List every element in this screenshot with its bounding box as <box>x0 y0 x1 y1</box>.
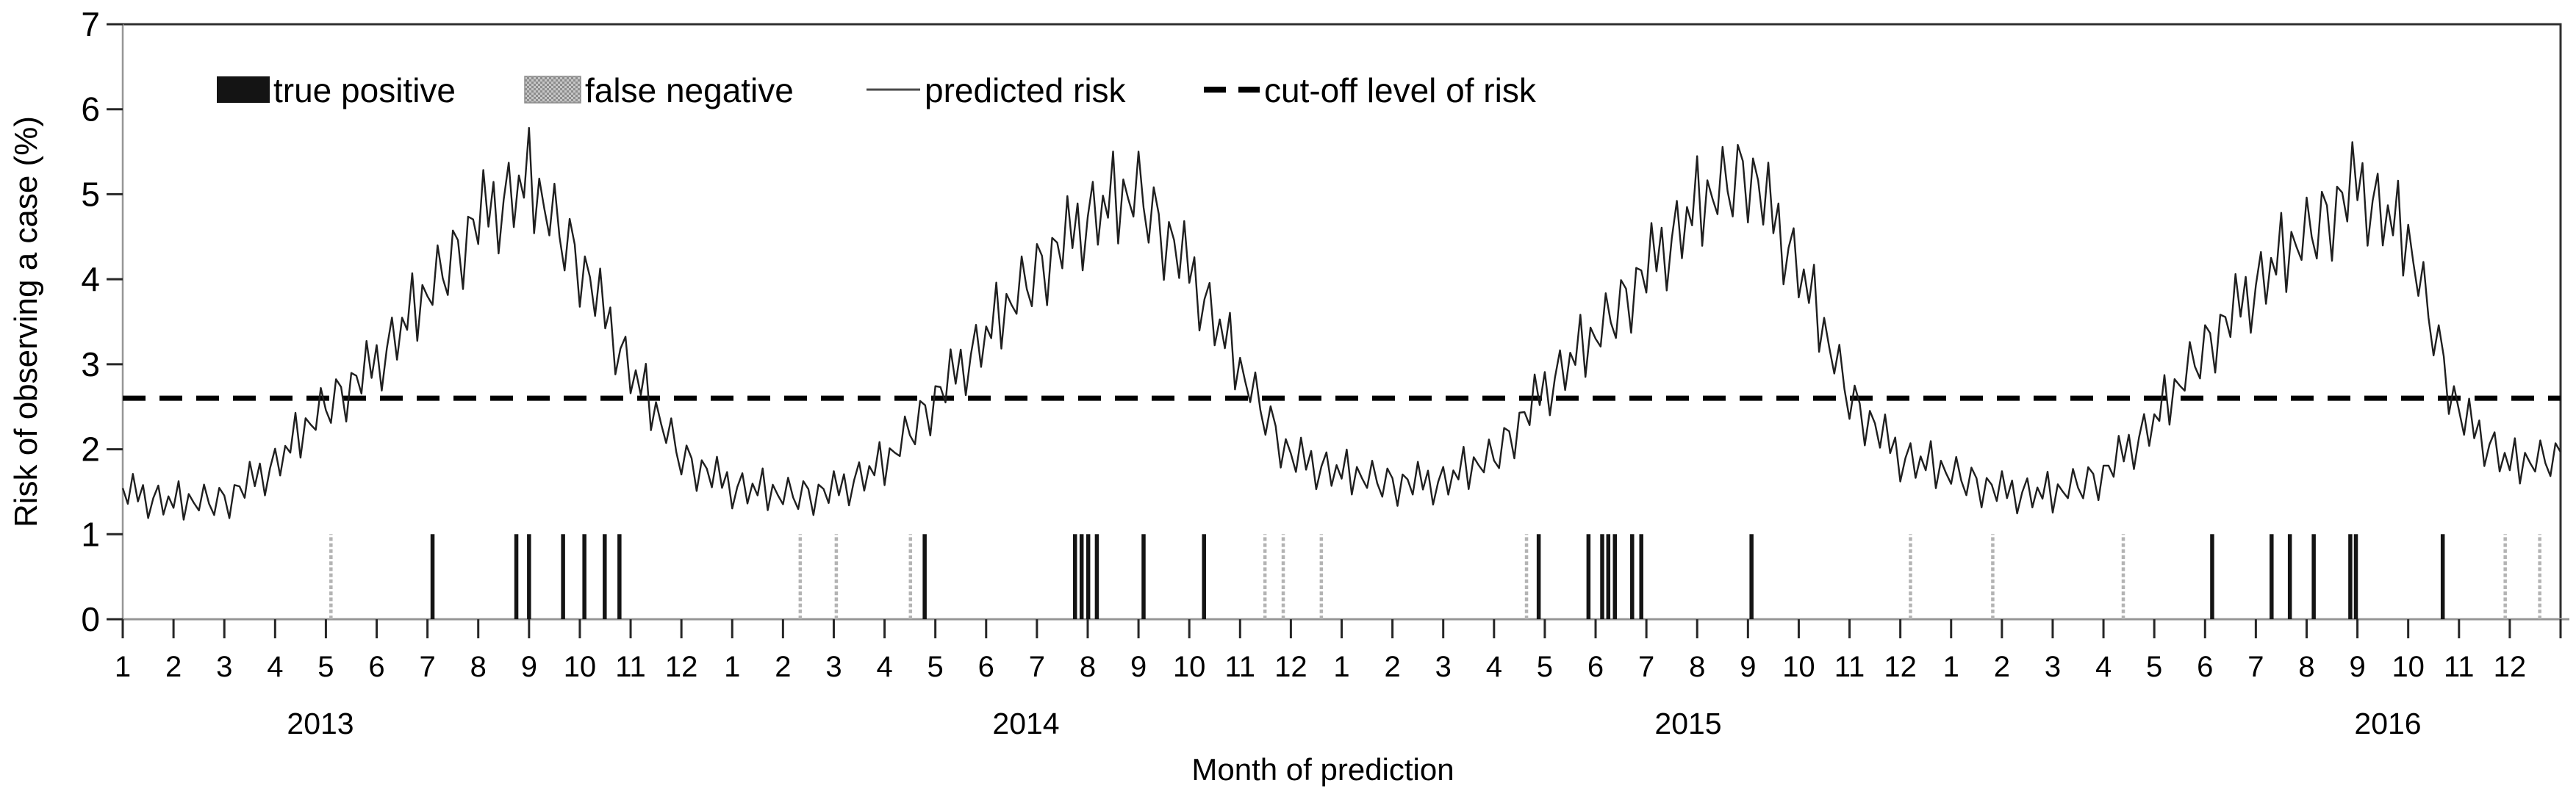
month-label: 6 <box>978 651 994 683</box>
month-label: 5 <box>1537 651 1553 683</box>
predicted-risk-curve-group <box>121 126 2562 521</box>
month-label: 8 <box>470 651 487 683</box>
month-label: 11 <box>615 651 646 683</box>
y-tick-label: 2 <box>81 430 100 469</box>
month-label: 12 <box>1884 651 1917 683</box>
month-label: 2 <box>775 651 791 683</box>
month-label: 9 <box>1740 651 1756 683</box>
month-label: 2 <box>1994 651 2010 683</box>
month-label: 4 <box>876 651 892 683</box>
month-label: 9 <box>1130 651 1147 683</box>
month-label: 3 <box>1435 651 1452 683</box>
month-label: 2 <box>1384 651 1400 683</box>
month-label: 2 <box>165 651 182 683</box>
month-label: 10 <box>1173 651 1206 683</box>
legend-label-predicted-risk: predicted risk <box>925 71 1127 109</box>
month-label: 4 <box>2095 651 2112 683</box>
month-label: 1 <box>724 651 740 683</box>
legend-label-false-negative: false negative <box>585 71 794 109</box>
case-markers-group <box>329 534 2541 619</box>
month-label: 1 <box>1333 651 1349 683</box>
legend-swatch-true-positive-icon <box>217 76 270 103</box>
month-label: 11 <box>2444 651 2475 683</box>
month-label: 12 <box>1274 651 1307 683</box>
month-label: 8 <box>2298 651 2314 683</box>
month-label: 11 <box>1834 651 1865 683</box>
month-label: 5 <box>317 651 334 683</box>
x-axis-title: Month of prediction <box>1191 752 1454 787</box>
legend-swatch-false-negative-icon <box>524 76 581 104</box>
month-label: 8 <box>1080 651 1096 683</box>
month-label: 10 <box>2392 651 2425 683</box>
year-label: 2013 <box>287 707 354 740</box>
y-axis-title: Risk of observing a case (%) <box>8 116 44 527</box>
y-tick-label: 3 <box>81 345 100 383</box>
month-label: 9 <box>521 651 537 683</box>
month-label: 7 <box>1029 651 1045 683</box>
month-label: 11 <box>1225 651 1256 683</box>
y-tick-label: 5 <box>81 175 100 213</box>
month-label: 6 <box>2197 651 2213 683</box>
y-tick-label: 7 <box>81 5 100 43</box>
y-tick-label: 4 <box>81 260 100 298</box>
month-label: 7 <box>2247 651 2264 683</box>
month-label: 3 <box>216 651 232 683</box>
month-label: 6 <box>368 651 384 683</box>
year-label: 2014 <box>992 707 1059 740</box>
month-label: 4 <box>267 651 283 683</box>
y-tick-label: 1 <box>81 515 100 553</box>
y-tick-label: 6 <box>81 90 100 129</box>
month-label: 1 <box>1943 651 1959 683</box>
month-label: 5 <box>928 651 944 683</box>
month-label: 8 <box>1689 651 1705 683</box>
predicted-risk-line <box>121 126 2562 521</box>
month-label: 10 <box>564 651 597 683</box>
legend-label-cutoff: cut-off level of risk <box>1264 71 1537 109</box>
legend: true positive false negative predicted r… <box>217 71 1537 109</box>
month-label: 1 <box>115 651 131 683</box>
year-label: 2016 <box>2354 707 2421 740</box>
plot-border <box>123 23 2562 619</box>
month-label: 3 <box>2045 651 2061 683</box>
y-tick-label: 0 <box>81 600 100 638</box>
month-label: 12 <box>665 651 698 683</box>
month-label: 4 <box>1486 651 1502 683</box>
month-label: 12 <box>2494 651 2527 683</box>
month-label: 3 <box>825 651 842 683</box>
month-label: 7 <box>1638 651 1654 683</box>
month-label: 7 <box>420 651 436 683</box>
month-label: 5 <box>2146 651 2162 683</box>
month-label: 10 <box>1782 651 1815 683</box>
legend-label-true-positive: true positive <box>273 71 456 109</box>
year-label: 2015 <box>1654 707 1721 740</box>
month-label: 6 <box>1587 651 1604 683</box>
month-label: 9 <box>2349 651 2365 683</box>
